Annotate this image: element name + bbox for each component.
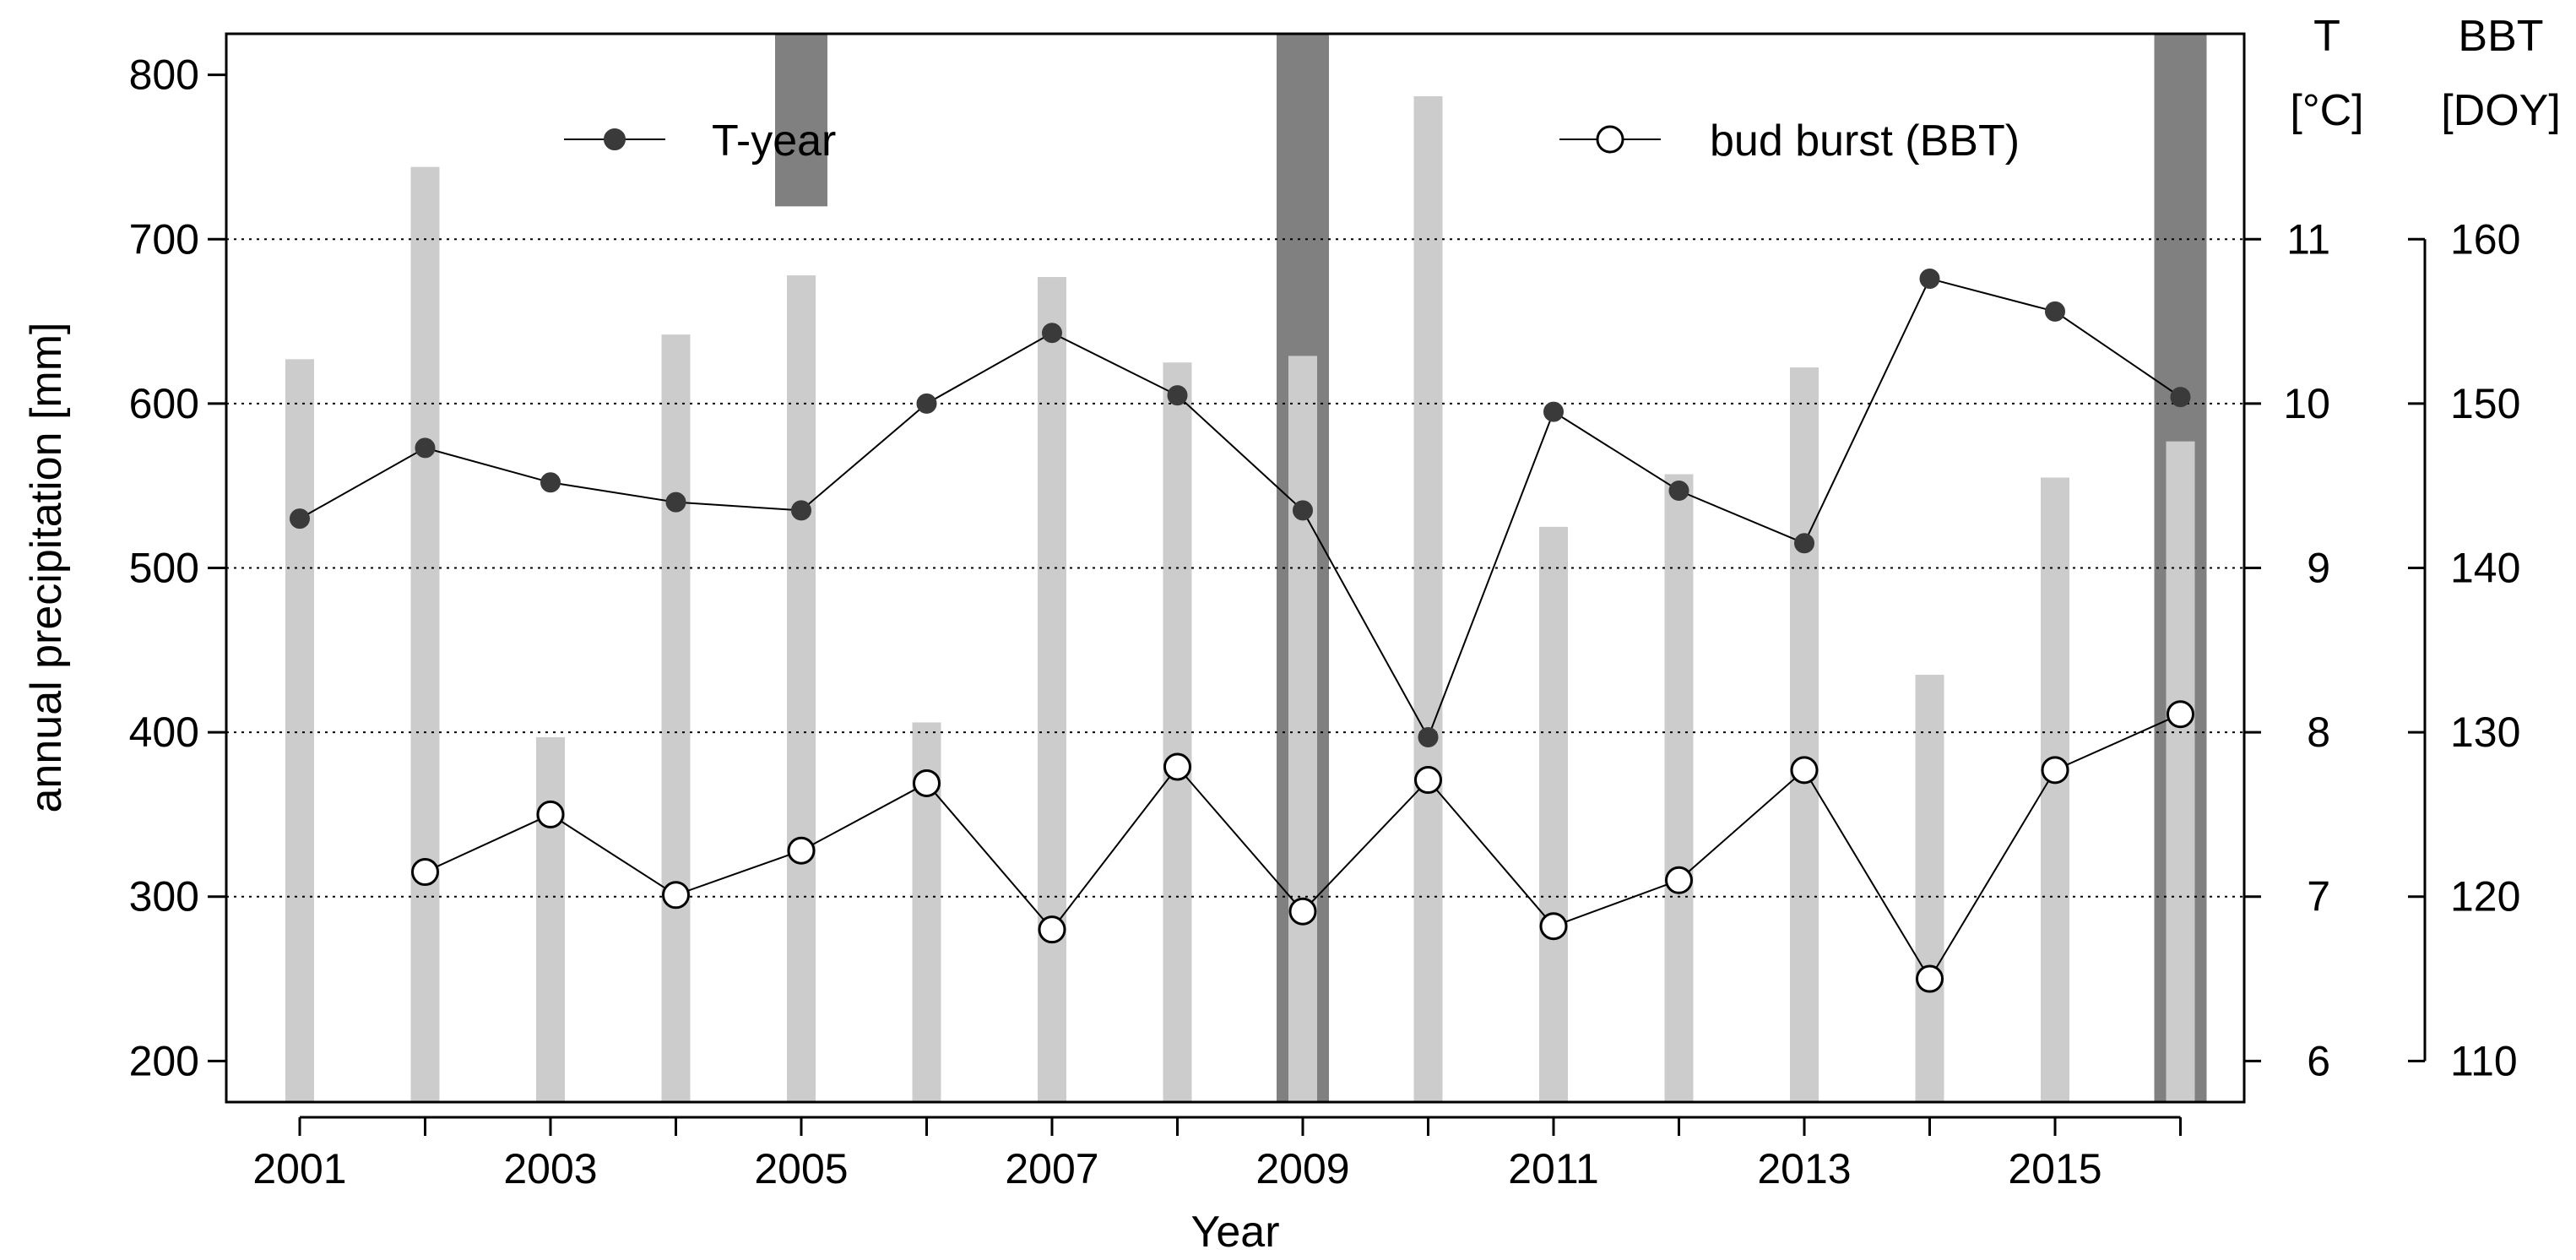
x-tick-label-2015: 2015 <box>2008 1145 2101 1192</box>
bbt-axis-title-2: [DOY] <box>2441 86 2561 135</box>
t-tick-label-11: 11 <box>2286 215 2330 263</box>
left-tick-label-800: 800 <box>129 52 199 99</box>
left-tick-label-400: 400 <box>129 709 199 756</box>
bbt-tick-label-110: 110 <box>2450 1037 2518 1084</box>
left-tick-label-300: 300 <box>129 873 199 921</box>
precip-bar-2011 <box>1539 526 1568 1102</box>
left-tick-label-200: 200 <box>129 1037 199 1084</box>
precip-bar-2016 <box>2166 441 2195 1102</box>
x-tick-label-2013: 2013 <box>1757 1145 1851 1192</box>
t-tick-label-10: 10 <box>2283 380 2330 427</box>
t-tick-label-7: 7 <box>2307 873 2330 921</box>
bbt-axis-title-1: BBT <box>2458 12 2543 61</box>
precip-bar-2013 <box>1790 367 1819 1103</box>
t-year-series <box>290 268 2191 747</box>
legend-t-year-label: T-year <box>712 117 836 166</box>
precip-bar-2003 <box>536 736 565 1102</box>
bbt-point-2006 <box>913 768 941 797</box>
bbt-axis: 110 120 130 140 150 160 <box>2408 215 2520 1084</box>
t-year-point-2009 <box>1293 500 1313 521</box>
bbt-point-2004 <box>662 881 690 910</box>
t-tick-label-9: 9 <box>2307 545 2330 592</box>
bbt-point-2003 <box>536 800 565 828</box>
t-year-point-2001 <box>290 508 310 530</box>
left-tick-label-500: 500 <box>129 545 199 592</box>
bbt-point-2002 <box>411 858 439 887</box>
t-axis-title-2: [°C] <box>2290 86 2363 135</box>
t-year-point-2002 <box>415 437 436 459</box>
x-tick-label-2003: 2003 <box>503 1145 597 1192</box>
bbt-point-2008 <box>1163 752 1191 781</box>
precip-bar-2007 <box>1038 277 1066 1102</box>
t-tick-label-6: 6 <box>2307 1037 2330 1084</box>
t-year-point-2003 <box>540 472 561 493</box>
bbt-tick-label-120: 120 <box>2450 873 2520 921</box>
precip-bar-2001 <box>285 359 314 1102</box>
legend-t-year-marker <box>604 128 626 150</box>
t-year-point-2006 <box>916 393 937 414</box>
t-year-point-2010 <box>1418 726 1439 747</box>
legend: T-year bud burst (BBT) <box>564 117 2020 166</box>
precip-bar-2009 <box>1288 356 1317 1102</box>
precipitation-bars <box>285 95 2195 1103</box>
bbt-point-2012 <box>1665 866 1693 894</box>
t-year-point-2014 <box>1919 268 1940 289</box>
x-tick-label-2009: 2009 <box>1255 1145 1349 1192</box>
bbt-point-2010 <box>1414 766 1442 795</box>
x-axis-label: Year <box>1190 1208 1279 1257</box>
bbt-point-2016 <box>2167 700 2194 729</box>
x-tick-label-2011: 2011 <box>1508 1145 1599 1192</box>
bbt-point-2014 <box>1916 964 1944 993</box>
t-year-point-2007 <box>1042 323 1062 344</box>
t-axis-title-1: T <box>2313 12 2340 61</box>
t-year-point-2016 <box>2170 387 2191 408</box>
bbt-point-2009 <box>1288 897 1317 926</box>
bbt-series <box>411 700 2194 993</box>
t-axis: 6 7 8 9 10 11 <box>2244 215 2330 1084</box>
legend-bbt-marker <box>1596 125 1624 154</box>
bbt-point-2015 <box>2041 756 2069 785</box>
t-year-point-2008 <box>1167 385 1188 406</box>
precip-bar-2014 <box>1915 675 1944 1102</box>
x-tick-label-2005: 2005 <box>754 1145 848 1192</box>
bbt-point-2007 <box>1038 915 1066 944</box>
left-tick-label-600: 600 <box>129 380 199 427</box>
left-axis-label: annual precipitation [mm] <box>22 323 71 813</box>
precip-bar-2015 <box>2041 477 2069 1102</box>
left-axis: 200 300 400 500 600 700 800 <box>129 52 226 1084</box>
highlight-bands <box>775 34 2207 1102</box>
gridlines <box>226 238 2244 898</box>
left-tick-label-700: 700 <box>129 215 199 263</box>
highlight-band-2005-1 <box>775 34 827 75</box>
precip-bar-2010 <box>1413 95 1443 1102</box>
precip-bar-2012 <box>1664 474 1694 1102</box>
t-tick-label-8: 8 <box>2307 709 2330 756</box>
bbt-tick-label-160: 160 <box>2450 215 2520 263</box>
legend-bbt-label: bud burst (BBT) <box>1710 117 2020 166</box>
bbt-point-2013 <box>1790 756 1819 785</box>
precip-bar-2005 <box>787 275 816 1103</box>
x-tick-label-2001: 2001 <box>252 1145 346 1192</box>
bbt-point-2011 <box>1539 912 1568 941</box>
bbt-tick-label-150: 150 <box>2450 380 2520 427</box>
t-year-point-2011 <box>1543 401 1564 422</box>
bbt-tick-label-140: 140 <box>2450 545 2520 592</box>
t-year-point-2012 <box>1668 481 1689 502</box>
t-year-point-2013 <box>1794 533 1814 554</box>
x-tick-label-2007: 2007 <box>1005 1145 1098 1192</box>
precip-bar-2002 <box>410 166 440 1103</box>
t-year-point-2004 <box>665 492 686 513</box>
bbt-point-2005 <box>787 836 816 865</box>
precip-bar-2004 <box>661 334 691 1103</box>
t-year-point-2005 <box>791 500 811 521</box>
x-axis: 2001 2003 2005 2007 2009 2011 2013 2015 <box>252 1116 2182 1192</box>
t-year-point-2015 <box>2045 301 2065 322</box>
bbt-tick-label-130: 130 <box>2450 709 2520 756</box>
t-year-line <box>299 277 2182 740</box>
